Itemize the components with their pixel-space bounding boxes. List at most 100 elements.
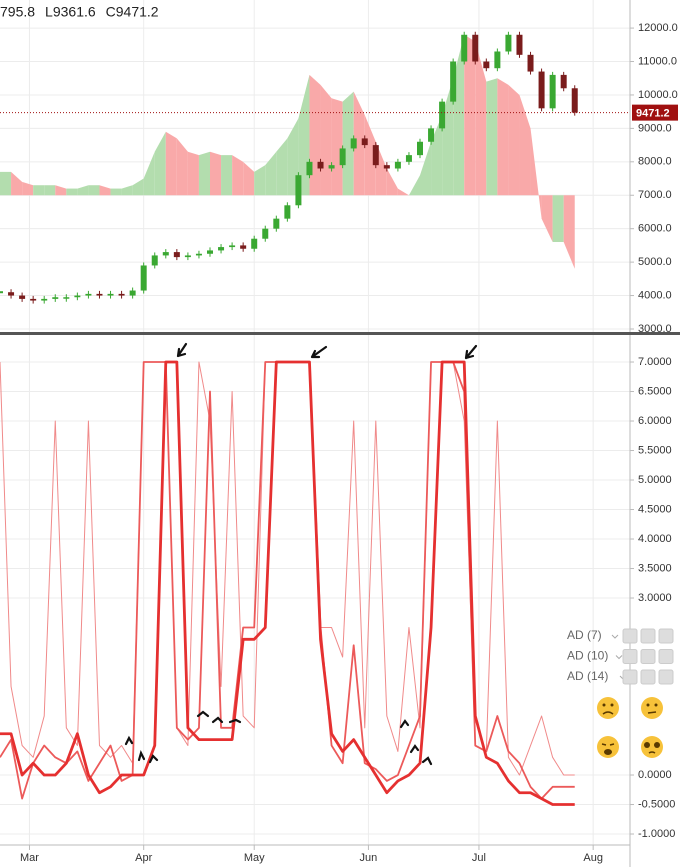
area-segment bbox=[563, 195, 575, 269]
y-tick-label: 5.0000 bbox=[638, 474, 672, 486]
y-tick-label: 5.5000 bbox=[638, 444, 672, 456]
candle bbox=[52, 297, 59, 299]
emoji[interactable] bbox=[641, 697, 663, 719]
area-segment bbox=[486, 78, 498, 196]
area-segment bbox=[541, 195, 553, 243]
area-segment bbox=[254, 165, 266, 196]
candle bbox=[85, 293, 92, 296]
ohlc-value: L9361.6 bbox=[45, 4, 96, 20]
reactions bbox=[597, 697, 663, 758]
area-segment bbox=[55, 185, 67, 196]
y-tick-label: 4.5000 bbox=[638, 503, 672, 515]
emoji[interactable] bbox=[641, 736, 663, 758]
area-segment bbox=[475, 41, 487, 196]
candle bbox=[207, 250, 213, 254]
candle bbox=[483, 61, 490, 69]
area-segment bbox=[265, 151, 277, 196]
area-segment bbox=[11, 171, 23, 196]
ohlc-value: 795.8 bbox=[0, 4, 35, 20]
legend-button[interactable] bbox=[622, 669, 638, 685]
indicator-line bbox=[0, 361, 575, 800]
legend-button[interactable] bbox=[658, 669, 674, 685]
area-segment bbox=[187, 151, 199, 196]
arrow bbox=[137, 749, 146, 762]
area-segment bbox=[408, 175, 420, 196]
legend-caret bbox=[615, 655, 623, 660]
candle bbox=[361, 138, 368, 146]
x-tick-label: May bbox=[244, 852, 265, 864]
area-segment bbox=[519, 94, 531, 196]
arrow bbox=[409, 744, 420, 754]
legend-button[interactable] bbox=[640, 669, 656, 685]
y-tick-label: 7.0000 bbox=[638, 356, 672, 368]
x-tick-label: Jul bbox=[472, 852, 486, 864]
x-tick-label: Jun bbox=[360, 852, 378, 864]
area-segment bbox=[420, 141, 432, 196]
area-segment bbox=[276, 138, 288, 196]
candle bbox=[30, 298, 37, 301]
candle bbox=[472, 34, 479, 62]
x-tick-label: Mar bbox=[20, 852, 39, 864]
area-segment bbox=[132, 178, 144, 196]
area-segment bbox=[530, 128, 542, 219]
y-tick-label: 3000.0 bbox=[638, 323, 672, 335]
legend-button[interactable] bbox=[640, 649, 656, 664]
area-segment bbox=[342, 91, 354, 196]
candle bbox=[8, 292, 15, 296]
y-tick-label: 12000.0 bbox=[638, 22, 678, 34]
legend-button[interactable] bbox=[622, 649, 638, 664]
area-segment bbox=[66, 188, 78, 196]
y-tick-label: 3.0000 bbox=[638, 592, 672, 604]
legend-button[interactable] bbox=[658, 628, 674, 644]
legend-label: AD (10) bbox=[567, 649, 608, 663]
area-segment bbox=[99, 185, 111, 196]
x-tick-label: Apr bbox=[135, 852, 152, 864]
legend-button[interactable] bbox=[622, 628, 638, 644]
candle bbox=[151, 255, 158, 266]
candle bbox=[405, 155, 412, 162]
candle bbox=[306, 161, 313, 176]
candle bbox=[41, 298, 48, 301]
candle bbox=[273, 218, 280, 229]
legend-caret bbox=[611, 634, 619, 639]
candle bbox=[96, 293, 103, 296]
arrow bbox=[196, 710, 210, 718]
area-segment bbox=[44, 185, 56, 196]
area-segment bbox=[243, 161, 255, 196]
ohlc-value: C9471.2 bbox=[106, 4, 159, 20]
emoji[interactable] bbox=[597, 697, 619, 719]
candle bbox=[251, 238, 258, 249]
candle bbox=[549, 74, 556, 109]
candle bbox=[195, 253, 202, 256]
legend-button[interactable] bbox=[658, 649, 674, 664]
last-price-box bbox=[632, 104, 678, 121]
candle bbox=[350, 138, 357, 149]
candle bbox=[439, 101, 446, 129]
emoji[interactable] bbox=[597, 736, 619, 758]
area-segment bbox=[431, 115, 443, 196]
legend-label: AD (14) bbox=[567, 669, 608, 683]
y-tick-label: 6.0000 bbox=[638, 415, 672, 427]
candle bbox=[74, 295, 81, 298]
area-segment bbox=[77, 185, 89, 196]
y-tick-label: 5000.0 bbox=[638, 256, 672, 268]
candle bbox=[328, 165, 335, 169]
area-segment bbox=[508, 84, 520, 196]
candle bbox=[516, 34, 523, 55]
area-segment bbox=[364, 115, 376, 196]
legend-button[interactable] bbox=[640, 628, 656, 644]
annotations bbox=[124, 342, 478, 766]
area-segment bbox=[154, 131, 166, 196]
y-tick-label: 7000.0 bbox=[638, 189, 672, 201]
area-segment bbox=[22, 181, 34, 196]
candle bbox=[538, 71, 545, 109]
candle bbox=[428, 128, 435, 142]
area-segment bbox=[176, 138, 188, 196]
area-segment bbox=[0, 171, 12, 196]
candle bbox=[107, 293, 114, 296]
area-segment bbox=[397, 188, 409, 196]
candle bbox=[140, 265, 147, 291]
candle bbox=[450, 61, 457, 102]
area-segment bbox=[210, 151, 222, 196]
